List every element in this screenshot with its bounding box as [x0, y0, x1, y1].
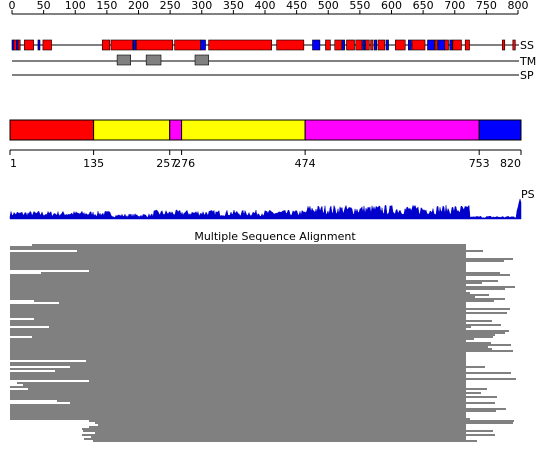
ss-strand-segment: [132, 39, 136, 51]
ss-strand-segment: [374, 39, 378, 51]
top-ruler-tick-label: 600: [381, 0, 402, 12]
tm-helix-segment: [194, 54, 209, 66]
domain-boundary-label: 820: [500, 157, 521, 170]
top-ruler-tick-label: 700: [444, 0, 465, 12]
ss-helix-segment: [452, 39, 462, 51]
top-ruler-tick-label: 0: [9, 0, 16, 12]
top-ruler-tick-label: 350: [223, 0, 244, 12]
top-ruler-tick-label: 750: [476, 0, 497, 12]
ss-helix-segment: [174, 39, 201, 51]
top-ruler-tick-label: 50: [37, 0, 51, 12]
domain-segment: [169, 119, 183, 141]
ss-helix-segment: [13, 39, 17, 51]
top-ruler-tick-label: 200: [128, 0, 149, 12]
domain-segment: [9, 119, 95, 141]
tm-track-label: TM: [519, 55, 536, 68]
top-ruler-tick-label: 500: [318, 0, 339, 12]
tm-helix-segment: [145, 54, 162, 66]
top-ruler-tick-label: 800: [508, 0, 529, 12]
ss-strand-segment: [312, 39, 321, 51]
domain-boundary-label: 276: [174, 157, 195, 170]
ss-helix-segment: [370, 39, 374, 51]
ss-strand-segment: [200, 39, 206, 51]
domain-segment: [181, 119, 306, 141]
domain-boundary-label: 753: [469, 157, 490, 170]
domain-boundary-label: 1: [10, 157, 17, 170]
tm-helix-segment: [116, 54, 132, 66]
ss-helix-segment: [24, 39, 34, 51]
domain-boundary-label: 474: [295, 157, 316, 170]
top-ruler-tick-label: 450: [286, 0, 307, 12]
ss-helix-segment: [512, 39, 516, 51]
top-ruler-tick-label: 550: [349, 0, 370, 12]
ps-profile-plot: PS: [9, 188, 535, 220]
ss-strand-segment: [385, 39, 389, 51]
top-ruler-tick-label: 300: [191, 0, 212, 12]
ss-helix-segment: [444, 39, 449, 51]
domain-segment: [93, 119, 171, 141]
ss-helix-segment: [411, 39, 426, 51]
top-ruler-tick-label: 250: [160, 0, 181, 12]
ss-helix-segment: [42, 39, 52, 51]
ss-strand-segment: [341, 39, 345, 51]
ss-helix-segment: [502, 39, 506, 51]
ss-helix-segment: [355, 39, 363, 51]
ss-helix-segment: [334, 39, 342, 51]
domain-boundary-label: 257: [156, 157, 177, 170]
ss-strand-segment: [408, 39, 412, 51]
multiple-sequence-alignment: Multiple Sequence Alignment: [10, 230, 516, 442]
ss-strand-segment: [37, 39, 41, 51]
ss-helix-segment: [208, 39, 272, 51]
ss-helix-segment: [276, 39, 305, 51]
ss-helix-segment: [365, 39, 370, 51]
top-ruler-tick-label: 650: [413, 0, 434, 12]
top-ruler-tick-label: 400: [255, 0, 276, 12]
domain-boundary-label: 135: [83, 157, 104, 170]
msa-title: Multiple Sequence Alignment: [194, 230, 356, 243]
ss-helix-segment: [325, 39, 331, 51]
top-position-ruler: 0 50 100 150 200 250 300 350 400 450 500 550 600 650 7…: [9, 0, 529, 15]
signal-peptide-track: SP: [12, 69, 534, 82]
ss-helix-segment: [17, 39, 21, 51]
ps-plot-label: PS: [521, 188, 535, 201]
ss-strand-segment: [437, 39, 446, 51]
ps-profile-area: [9, 197, 522, 220]
ss-helix-segment: [346, 39, 355, 51]
secondary-structure-track: SS: [11, 39, 534, 52]
domain-segment: [478, 119, 522, 141]
ss-strand-segment: [362, 39, 366, 51]
ss-helix-segment: [377, 39, 386, 51]
ss-helix-segment: [395, 39, 406, 51]
top-ruler-tick-label: 150: [96, 0, 117, 12]
transmembrane-track: TM: [12, 54, 536, 68]
domain-segment: [304, 119, 480, 141]
ss-helix-segment: [110, 39, 133, 51]
ss-helix-segment: [464, 39, 470, 51]
sp-track-label: SP: [520, 69, 534, 82]
top-ruler-tick-label: 100: [65, 0, 86, 12]
ss-helix-segment: [135, 39, 174, 51]
ss-track-label: SS: [520, 39, 534, 52]
ss-helix-segment: [434, 39, 438, 51]
ss-strand-segment: [427, 39, 435, 51]
ss-helix-segment: [101, 39, 110, 51]
ss-strand-segment: [449, 39, 453, 51]
